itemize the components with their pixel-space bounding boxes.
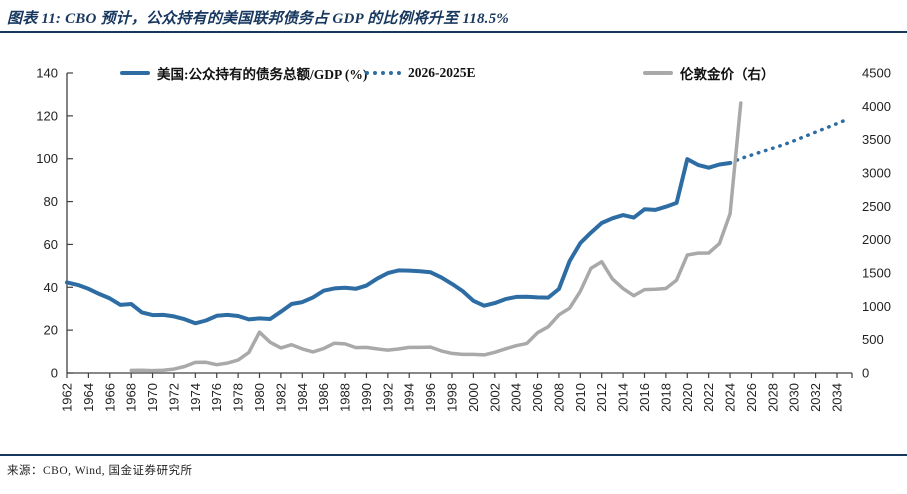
y-right-tick-label: 2500 [862,199,891,214]
x-tick-label: 1974 [188,383,203,412]
x-tick-label: 2014 [616,383,631,412]
y-right-tick-label: 3000 [862,166,891,181]
header-divider [0,31,907,33]
x-tick-label: 2022 [701,383,716,412]
x-tick-label: 2002 [487,383,502,412]
solid-line-icon [643,71,673,75]
x-tick-label: 2004 [509,383,524,412]
legend-item-projection[interactable]: 2026-2025E [365,63,476,83]
y-left-tick-label: 0 [51,366,58,381]
y-left-tick-label: 140 [36,66,58,81]
y-right-tick-label: 4500 [862,66,891,81]
legend-item-gold[interactable]: 伦敦金价（右） [643,63,775,83]
y-right-tick-label: 2000 [862,232,891,247]
x-tick-label: 1970 [145,383,160,412]
x-tick-label: 2000 [466,383,481,412]
x-tick-label: 1996 [423,383,438,412]
legend-label: 伦敦金价（右） [680,67,775,82]
y-left-tick-label: 20 [44,323,58,338]
x-tick-label: 1994 [402,383,417,412]
x-tick-label: 2006 [530,383,545,412]
y-left-tick-label: 40 [44,280,58,295]
y-left-tick-label: 100 [36,151,58,166]
x-tick-label: 1976 [209,383,224,412]
page-title: 图表 11: CBO 预计，公众持有的美国联邦债务占 GDP 的比例将升至 11… [7,11,510,27]
x-tick-label: 1984 [295,383,310,412]
x-tick-label: 1972 [166,383,181,412]
y-right-tick-label: 1500 [862,266,891,281]
x-tick-label: 1986 [316,383,331,412]
y-right-tick-label: 0 [862,366,869,381]
x-tick-label: 1992 [380,383,395,412]
x-tick-label: 2012 [594,383,609,412]
x-tick-label: 2008 [551,383,566,412]
x-tick-label: 1990 [359,383,374,412]
y-right-tick-label: 4000 [862,99,891,114]
legend-label: 美国:公众持有的债务总额/GDP (%) [157,67,368,82]
y-right-tick-label: 1000 [862,299,891,314]
dotted-line-icon [365,71,401,75]
x-tick-label: 1980 [252,383,267,412]
x-tick-label: 2016 [637,383,652,412]
x-tick-label: 2030 [787,383,802,412]
y-right-tick-label: 3500 [862,132,891,147]
x-tick-label: 1978 [231,383,246,412]
source-text: 来源：CBO, Wind, 国金证券研究所 [7,465,193,477]
x-tick-label: 2028 [765,383,780,412]
x-tick-label: 2024 [723,383,738,412]
x-tick-label: 2018 [658,383,673,412]
x-tick-label: 2026 [744,383,759,412]
x-tick-label: 1968 [124,383,139,412]
y-left-tick-label: 80 [44,194,58,209]
x-tick-label: 2020 [680,383,695,412]
x-tick-label: 2032 [808,383,823,412]
x-tick-label: 2034 [830,383,845,412]
series-line-us-debt-projection [728,117,850,165]
solid-line-icon [120,71,150,75]
y-left-tick-label: 120 [36,108,58,123]
x-tick-label: 2010 [573,383,588,412]
x-tick-label: 1998 [445,383,460,412]
x-tick-label: 1964 [81,383,96,412]
legend-label: 2026-2025E [408,65,476,80]
y-right-tick-label: 500 [862,332,884,347]
x-tick-label: 1966 [102,383,117,412]
series-line-us-debt-to-gdp [65,157,733,326]
x-tick-label: 1962 [60,383,75,412]
x-tick-label: 1988 [338,383,353,412]
x-tick-label: 1982 [273,383,288,412]
chart-legend: 美国:公众持有的债务总额/GDP (%) 2026-2025E 伦敦金价（右） [0,63,907,83]
y-left-tick-label: 60 [44,237,58,252]
footer-divider [0,454,907,456]
series-line-london-gold-price [129,101,743,373]
legend-item-us-debt[interactable]: 美国:公众持有的债务总额/GDP (%) [120,63,367,83]
